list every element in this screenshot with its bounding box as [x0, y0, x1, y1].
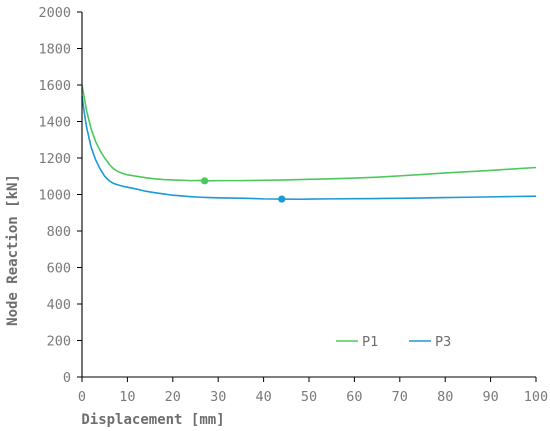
x-tick-label: 80: [437, 389, 453, 405]
y-tick-label: 0: [63, 370, 71, 386]
series-line-p1: [81, 84, 537, 182]
y-tick-label: 2000: [38, 5, 71, 21]
y-tick-label: 1600: [38, 78, 71, 94]
y-tick-label: 1800: [38, 42, 71, 58]
y-axis-ticks: 0 200 400 600 800 1000 1200 1400 1600 1800 2000: [38, 5, 82, 386]
legend-label-p3: P3: [435, 334, 451, 350]
legend-label-p1: P1: [362, 334, 378, 350]
marker-p3: [278, 195, 286, 203]
legend: P1 P3: [306, 327, 484, 355]
marker-p1: [200, 177, 209, 185]
x-tick-label: 70: [392, 389, 408, 405]
x-tick-label: 60: [346, 389, 362, 405]
legend-box: [306, 327, 484, 355]
y-tick-label: 200: [47, 334, 71, 350]
x-tick-label: 40: [255, 389, 271, 405]
series-line-p3: [81, 95, 537, 201]
x-tick-label: 10: [119, 389, 135, 405]
x-tick-label: 100: [524, 389, 548, 405]
y-axis-title: Node Reaction [kN]: [5, 174, 21, 326]
x-axis-ticks: 0 10 20 30 40 50 60 70 80 90 100: [78, 377, 548, 405]
x-tick-label: 20: [165, 389, 181, 405]
y-tick-label: 800: [47, 224, 71, 240]
x-tick-label: 30: [210, 389, 226, 405]
series-layer: [81, 84, 537, 201]
x-axis-title: Displacement [mm]: [81, 412, 224, 428]
y-tick-label: 600: [47, 261, 71, 277]
x-tick-label: 90: [482, 389, 498, 405]
x-tick-label: 50: [301, 389, 317, 405]
y-tick-label: 400: [47, 297, 71, 313]
y-tick-label: 1000: [38, 188, 71, 204]
x-tick-label: 0: [78, 389, 86, 405]
y-tick-label: 1200: [38, 151, 71, 167]
y-tick-label: 1400: [38, 115, 71, 131]
marker-layer: [200, 177, 286, 203]
